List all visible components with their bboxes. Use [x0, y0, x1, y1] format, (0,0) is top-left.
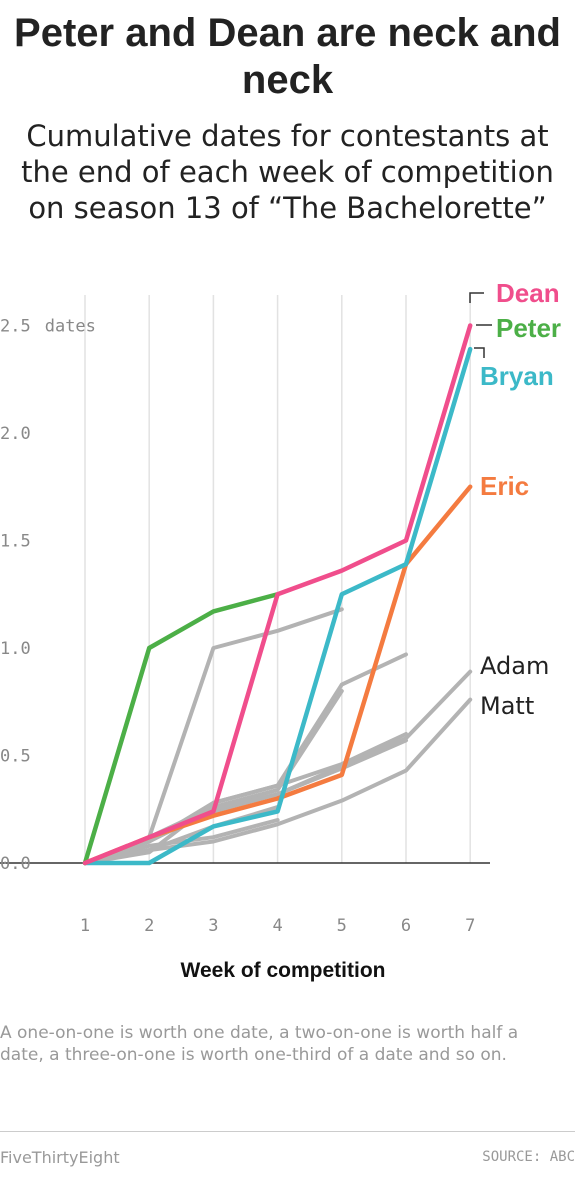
axis-ticks: 1 2 3 4 5 6 7 0.0 0.5 1.0 1.5 2.0 2.5 dates	[0, 317, 475, 937]
x-tick-label: 3	[208, 916, 218, 936]
line-chart: 1 2 3 4 5 6 7 0.0 0.5 1.0 1.5 2.0 2.5 dates Dean Peter…	[0, 280, 575, 1000]
footer-divider	[0, 1131, 575, 1132]
chart-subtitle: Cumulative dates for contestants at the …	[0, 118, 575, 226]
grid	[0, 295, 490, 863]
x-tick-label: 7	[465, 916, 475, 936]
y-tick-label: 0.0	[0, 854, 31, 874]
y-tick-label: 2.0	[0, 424, 31, 444]
x-tick-label: 1	[80, 916, 90, 936]
bryan-series-label: Bryan	[480, 361, 554, 391]
matt-series-label: Matt	[480, 692, 534, 720]
dean-series-label: Dean	[496, 280, 560, 308]
y-tick-label: 1.0	[0, 639, 31, 659]
x-tick-label: 6	[401, 916, 411, 936]
source-credit: SOURCE: ABC	[482, 1149, 575, 1165]
brand-logo-text: FiveThirtyEight	[0, 1148, 120, 1167]
x-tick-label: 5	[337, 916, 347, 936]
label-leader-line	[474, 348, 484, 358]
adam-series-label: Adam	[480, 652, 549, 680]
y-tick-label: 2.5 dates	[0, 317, 96, 337]
x-axis-title: Week of competition	[181, 959, 386, 982]
eric-series-label: Eric	[480, 471, 529, 501]
label-leader-line	[470, 293, 484, 303]
y-tick-label: 1.5	[0, 532, 31, 552]
x-tick-label: 4	[272, 916, 282, 936]
y-unit-label: dates	[45, 317, 96, 337]
chart-title: Peter and Dean are neck and neck	[0, 10, 575, 104]
peter-series-label: Peter	[496, 313, 561, 343]
series-labels: Dean Peter Bryan Eric Adam Matt	[470, 280, 561, 720]
x-tick-label: 2	[144, 916, 154, 936]
y-tick-label: 0.5	[0, 747, 31, 767]
footnote: A one-on-one is worth one date, a two-on…	[0, 1022, 560, 1066]
